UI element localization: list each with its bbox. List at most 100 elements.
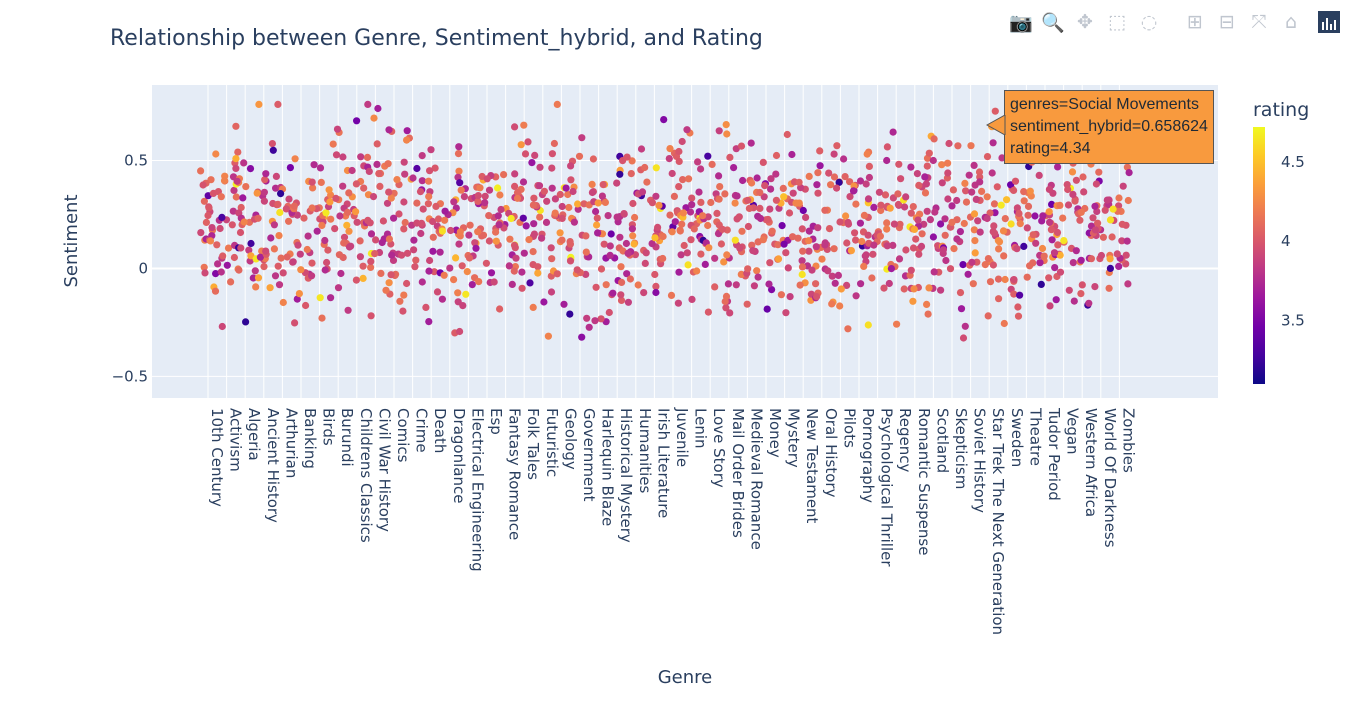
data-point[interactable]: [900, 285, 908, 293]
data-point[interactable]: [688, 194, 696, 202]
data-point[interactable]: [865, 173, 874, 182]
data-point[interactable]: [766, 259, 774, 267]
data-point[interactable]: [569, 187, 577, 196]
data-point[interactable]: [1037, 280, 1045, 288]
data-point[interactable]: [588, 180, 596, 188]
data-point[interactable]: [1065, 286, 1073, 294]
data-point[interactable]: [223, 261, 231, 269]
data-point[interactable]: [675, 268, 683, 276]
data-point[interactable]: [988, 169, 996, 177]
data-point[interactable]: [921, 189, 930, 197]
data-point[interactable]: [995, 238, 1004, 246]
data-point[interactable]: [271, 272, 280, 280]
data-point[interactable]: [818, 255, 826, 263]
data-point[interactable]: [440, 271, 448, 279]
data-point[interactable]: [441, 207, 449, 215]
data-point[interactable]: [436, 248, 444, 256]
data-point[interactable]: [1050, 249, 1059, 257]
data-point[interactable]: [967, 142, 975, 150]
data-point[interactable]: [375, 170, 383, 178]
box-select-icon[interactable]: ⬚: [1108, 11, 1126, 33]
data-point[interactable]: [860, 262, 868, 270]
data-point[interactable]: [1023, 273, 1031, 281]
data-point[interactable]: [566, 240, 575, 248]
data-point[interactable]: [666, 145, 674, 153]
data-point[interactable]: [566, 310, 574, 318]
data-point[interactable]: [348, 166, 356, 175]
data-point[interactable]: [507, 214, 515, 223]
data-point[interactable]: [813, 293, 821, 301]
data-point[interactable]: [743, 300, 751, 308]
data-point[interactable]: [356, 253, 364, 261]
data-point[interactable]: [912, 235, 920, 243]
data-point[interactable]: [1122, 251, 1130, 259]
data-point[interactable]: [1078, 281, 1086, 289]
data-point[interactable]: [907, 209, 915, 217]
data-point[interactable]: [989, 139, 997, 147]
data-point[interactable]: [828, 272, 836, 280]
data-point[interactable]: [909, 203, 917, 211]
data-point[interactable]: [798, 263, 807, 271]
data-point[interactable]: [629, 199, 637, 208]
data-point[interactable]: [401, 218, 409, 227]
data-point[interactable]: [260, 263, 268, 271]
data-point[interactable]: [730, 164, 738, 172]
data-point[interactable]: [232, 164, 240, 172]
data-point[interactable]: [971, 237, 979, 245]
data-point[interactable]: [748, 179, 756, 187]
data-point[interactable]: [416, 188, 425, 196]
data-point[interactable]: [242, 183, 250, 191]
data-point[interactable]: [763, 305, 771, 313]
data-point[interactable]: [652, 164, 660, 172]
data-point[interactable]: [385, 188, 393, 196]
data-point[interactable]: [953, 235, 961, 243]
data-point[interactable]: [814, 189, 822, 197]
data-point[interactable]: [425, 177, 433, 185]
data-point[interactable]: [875, 188, 884, 196]
data-point[interactable]: [1105, 284, 1113, 292]
data-point[interactable]: [962, 198, 971, 206]
data-point[interactable]: [655, 201, 663, 209]
data-point[interactable]: [530, 194, 538, 202]
data-point[interactable]: [334, 284, 343, 292]
data-point[interactable]: [536, 213, 544, 221]
data-point[interactable]: [733, 192, 741, 200]
data-point[interactable]: [623, 153, 631, 161]
data-point[interactable]: [772, 196, 781, 204]
data-point[interactable]: [946, 265, 955, 273]
data-point[interactable]: [1016, 220, 1024, 228]
data-point[interactable]: [317, 178, 325, 186]
data-point[interactable]: [1038, 244, 1047, 253]
data-point[interactable]: [1064, 201, 1073, 209]
data-point[interactable]: [654, 223, 662, 231]
data-point[interactable]: [548, 255, 556, 263]
data-point[interactable]: [1056, 268, 1065, 276]
data-point[interactable]: [717, 240, 726, 248]
data-point[interactable]: [895, 160, 903, 168]
data-point[interactable]: [560, 300, 568, 308]
data-point[interactable]: [492, 228, 500, 236]
data-point[interactable]: [551, 195, 560, 203]
data-point[interactable]: [812, 243, 820, 251]
data-point[interactable]: [345, 189, 353, 197]
data-point[interactable]: [718, 225, 727, 233]
data-point[interactable]: [255, 100, 263, 108]
data-point[interactable]: [1060, 237, 1068, 245]
data-point[interactable]: [896, 220, 904, 228]
data-point[interactable]: [316, 164, 325, 172]
data-point[interactable]: [371, 250, 379, 258]
data-point[interactable]: [425, 267, 433, 275]
data-point[interactable]: [938, 161, 946, 169]
data-point[interactable]: [1046, 302, 1054, 310]
data-point[interactable]: [466, 221, 474, 229]
data-point[interactable]: [277, 254, 285, 262]
data-point[interactable]: [883, 219, 891, 227]
data-point[interactable]: [798, 270, 806, 279]
data-point[interactable]: [628, 225, 637, 233]
data-point[interactable]: [434, 215, 443, 223]
data-point[interactable]: [410, 236, 418, 244]
data-point[interactable]: [880, 284, 888, 292]
data-point[interactable]: [1097, 251, 1105, 260]
data-point[interactable]: [777, 291, 786, 299]
data-point[interactable]: [245, 246, 253, 254]
